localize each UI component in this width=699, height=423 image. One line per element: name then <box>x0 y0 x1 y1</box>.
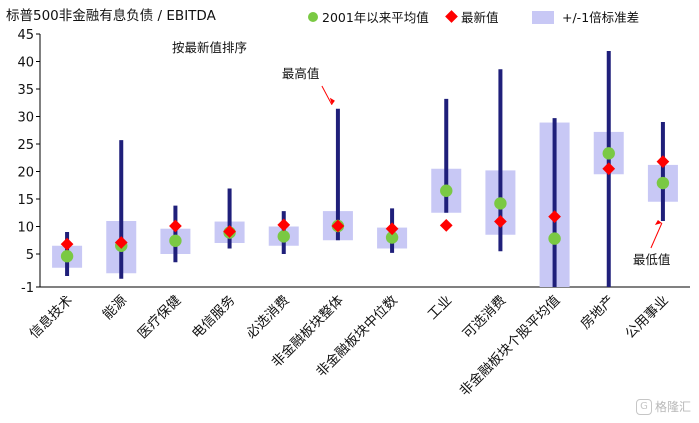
latest-point <box>114 236 128 249</box>
annotation-arrow <box>650 222 663 249</box>
mean-point <box>385 231 399 244</box>
y-tick-label: 35 <box>17 83 34 98</box>
y-tick-label: -1 <box>21 281 34 296</box>
latest-point <box>331 219 345 233</box>
chart-marks <box>52 51 678 287</box>
y-tick-label: 15 <box>17 193 34 208</box>
mean-point <box>60 250 74 263</box>
chart-title: 标普500非金融有息负债 / EBITDA <box>6 7 217 24</box>
x-tick-label: 必选消费 <box>243 293 292 342</box>
latest-point <box>277 218 291 232</box>
watermark: G 格隆汇 <box>635 398 691 415</box>
x-tick-label: 工业 <box>425 293 455 323</box>
y-tick-label: 10 <box>17 221 34 236</box>
mean-point <box>440 184 453 197</box>
annotation-arrowhead <box>329 97 335 105</box>
legend-latest-label: 最新值 <box>461 10 499 25</box>
x-tick-label: 房地产 <box>578 293 618 333</box>
mean-point <box>494 197 507 210</box>
latest-point <box>439 219 453 232</box>
latest-point <box>385 222 399 236</box>
legend-std-swatch <box>532 11 554 24</box>
x-tick-label: 信息技术 <box>26 292 76 342</box>
x-tick-label: 电信服务 <box>189 293 238 342</box>
y-axis: -1 5 10 15 20 25 30 35 40 45 <box>17 28 41 296</box>
annotation-label: 最高值 <box>282 66 320 81</box>
legend: 2001年以来平均值 最新值 +/-1倍标准差 <box>308 10 639 25</box>
x-tick-label: 能源 <box>100 292 131 323</box>
y-tick-label: 45 <box>17 28 34 43</box>
annotation-arrow <box>321 85 333 106</box>
x-tick-label: 公用事业 <box>622 293 671 342</box>
latest-point <box>223 225 236 238</box>
annotation-label: 最低值 <box>633 252 671 267</box>
latest-point <box>169 219 182 233</box>
y-tick-label: 20 <box>17 166 34 181</box>
legend-latest-marker <box>445 10 458 23</box>
y-tick-label: 30 <box>17 111 34 126</box>
x-tick-label: 可选消费 <box>460 293 509 342</box>
mean-point <box>548 232 561 245</box>
y-tick-label: 25 <box>17 138 34 153</box>
mean-point <box>277 230 290 243</box>
legend-std-label: +/-1倍标准差 <box>562 10 639 25</box>
latest-point <box>494 215 507 228</box>
chart-subtitle: 按最新值排序 <box>172 40 247 55</box>
y-tick-label: 5 <box>26 248 34 263</box>
mean-point <box>602 147 615 160</box>
legend-mean-label: 2001年以来平均值 <box>322 10 429 25</box>
legend-mean-marker <box>308 12 318 22</box>
mean-point <box>169 234 182 247</box>
annotation-arrowhead <box>654 220 662 225</box>
mean-point <box>656 176 670 190</box>
y-tick-label: 40 <box>17 56 34 71</box>
watermark-logo-icon: G <box>635 398 652 415</box>
x-tick-label: 医疗保健 <box>135 293 184 342</box>
watermark-text: 格隆汇 <box>654 400 691 414</box>
x-tick-label: 非金融板块个股平均值 <box>457 293 564 400</box>
latest-point <box>60 237 74 251</box>
